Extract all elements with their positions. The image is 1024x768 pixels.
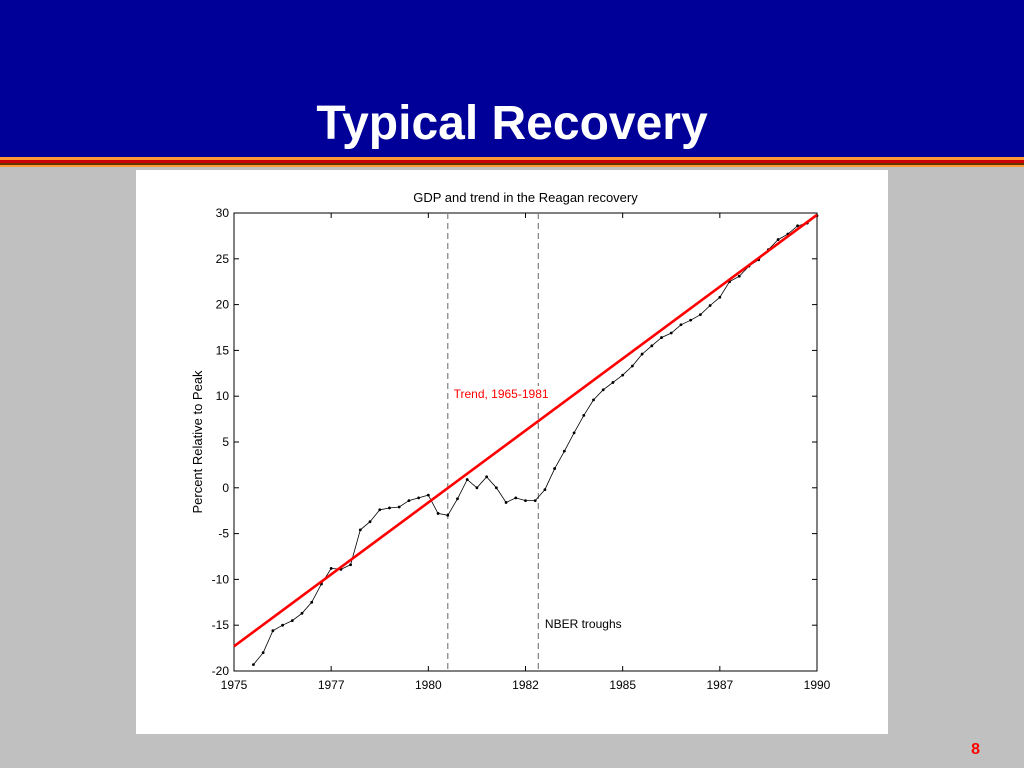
gdp-data-point (261, 651, 265, 655)
trend-annotation: Trend, 1965-1981 (454, 387, 549, 401)
gdp-data-point (329, 567, 333, 570)
gdp-data-point (368, 520, 372, 524)
gdp-data-point (679, 323, 683, 327)
gdp-data-point (592, 398, 595, 402)
gdp-data-point (572, 431, 576, 435)
trend-line (233, 213, 818, 648)
gdp-data-point (456, 497, 459, 501)
y-tick-label: -10 (212, 572, 230, 586)
gdp-trend-chart: GDP and trend in the Reagan recovery Per… (190, 190, 831, 692)
gdp-data-point (640, 352, 644, 356)
gdp-data-point (465, 478, 469, 481)
gdp-data-point (300, 611, 304, 615)
gdp-data-point (397, 505, 401, 509)
y-tick-label: -5 (218, 527, 229, 541)
gdp-data-point (776, 238, 780, 241)
y-tick-label: 15 (216, 343, 230, 357)
x-tick-label: 1982 (512, 678, 539, 692)
chart-series (233, 213, 819, 666)
y-tick-label: 25 (216, 252, 230, 266)
gdp-data-point (514, 496, 518, 500)
gdp-data-point (310, 600, 314, 604)
gdp-data-point (494, 486, 498, 490)
gdp-data-point (543, 488, 547, 492)
gdp-data-point (562, 449, 566, 453)
header-stripe-orange (0, 157, 1024, 160)
gdp-data-point (650, 344, 654, 348)
page-number: 8 (971, 741, 980, 758)
gdp-data-point (417, 496, 421, 500)
gdp-data-point (504, 501, 508, 504)
x-tick-label: 1975 (221, 678, 248, 692)
gdp-data-point (349, 563, 352, 567)
plot-area (233, 212, 818, 672)
gdp-data-point (485, 475, 489, 479)
gdp-data-point (718, 295, 722, 299)
gdp-data-point (737, 274, 741, 278)
chart-annotations: Trend, 1965-1981 NBER troughs (451, 386, 622, 631)
y-tick-label: 30 (216, 206, 230, 220)
x-tick-label: 1990 (804, 678, 831, 692)
y-tick-label: 20 (216, 298, 230, 312)
gdp-data-point (446, 513, 450, 517)
nber-troughs-annotation: NBER troughs (545, 617, 622, 631)
gdp-data-point (689, 318, 693, 322)
y-axis-label: Percent Relative to Peak (190, 370, 205, 514)
gdp-data-point (533, 499, 537, 503)
gdp-data-point (630, 364, 634, 368)
y-tick-label: 5 (222, 435, 229, 449)
gdp-data-point (378, 508, 382, 512)
header-stripe-red (0, 160, 1024, 163)
gdp-data-point (708, 304, 712, 307)
header-stripe-brown (0, 163, 1024, 165)
gdp-data-point (290, 619, 294, 623)
trend-annotation-background (451, 386, 553, 403)
x-tick-label: 1987 (706, 678, 733, 692)
nber-trough-lines (447, 213, 539, 671)
gdp-data-point (621, 373, 625, 377)
y-tick-label: -15 (212, 618, 230, 632)
gdp-data-point (358, 528, 362, 532)
gdp-data-point (553, 467, 557, 470)
y-tick-label: -20 (212, 664, 230, 678)
gdp-data-point (426, 493, 430, 497)
gdp-data-point (524, 499, 527, 503)
y-tick-label: 0 (222, 481, 229, 495)
header-stripe-orange-bottom (0, 165, 1024, 167)
x-tick-label: 1985 (609, 678, 636, 692)
gdp-data-point (436, 512, 440, 515)
x-tick-label: 1977 (318, 678, 345, 692)
gdp-data-point (388, 506, 391, 510)
chart-panel: GDP and trend in the Reagan recovery Per… (136, 170, 888, 734)
axis-ticks: 1975 1977 1980 1982 1985 1987 1990 -20 -15 -10 -5 0… (212, 206, 831, 692)
chart-title: GDP and trend in the Reagan recovery (413, 190, 638, 205)
slide-title: Typical Recovery (316, 97, 708, 150)
gdp-data-point (582, 414, 586, 417)
gdp-data-point (271, 629, 275, 633)
gdp-data-point (669, 331, 673, 335)
gdp-data-point (699, 313, 702, 317)
title-banner (0, 0, 1024, 157)
y-tick-label: 10 (216, 389, 230, 403)
gdp-data-point (796, 224, 799, 228)
gdp-data-point (601, 388, 605, 392)
gdp-data-point (660, 336, 663, 339)
gdp-data-point (281, 623, 284, 627)
x-tick-label: 1980 (415, 678, 442, 692)
gdp-data-point (611, 381, 615, 384)
gdp-data-point (475, 486, 479, 490)
gdp-data-point (407, 499, 411, 503)
gdp-data-point (252, 663, 255, 666)
